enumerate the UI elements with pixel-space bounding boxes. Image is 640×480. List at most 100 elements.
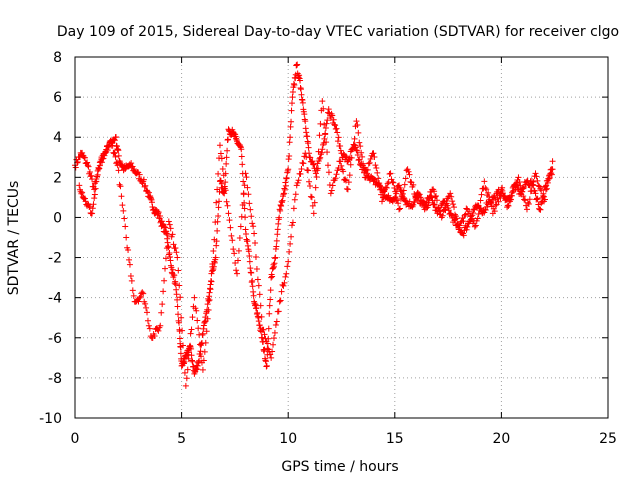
data-point-marker <box>371 177 378 184</box>
data-point-marker <box>320 105 327 112</box>
data-point-marker <box>540 193 547 200</box>
data-point-marker <box>360 160 367 167</box>
data-point-marker <box>309 202 316 209</box>
data-point-marker <box>161 223 168 230</box>
data-point-marker <box>162 255 169 262</box>
data-point-marker <box>542 186 549 193</box>
chart-title: Day 109 of 2015, Sidereal Day-to-day VTE… <box>57 24 619 40</box>
data-point-marker <box>508 192 515 199</box>
data-point-marker <box>273 237 280 244</box>
data-point-marker <box>135 298 142 305</box>
data-point-marker <box>318 149 325 156</box>
data-point-marker <box>348 154 355 161</box>
data-point-marker <box>263 362 270 369</box>
data-point-marker <box>501 193 508 200</box>
data-point-marker <box>530 178 537 185</box>
data-point-marker <box>310 210 317 217</box>
data-point-marker <box>326 181 333 188</box>
data-point-marker <box>108 138 115 145</box>
data-point-marker <box>130 292 137 299</box>
data-point-marker <box>272 322 279 329</box>
data-point-marker <box>298 165 305 172</box>
data-point-marker <box>365 160 372 167</box>
data-point-marker <box>263 338 270 345</box>
data-point-marker <box>136 171 143 178</box>
data-point-marker <box>145 189 152 196</box>
data-point-marker <box>399 190 406 197</box>
data-point-marker <box>125 246 132 253</box>
data-point-marker <box>159 301 166 308</box>
data-point-marker <box>167 257 174 264</box>
data-point-marker <box>387 170 394 177</box>
data-point-marker <box>521 196 528 203</box>
data-point-marker <box>396 182 403 189</box>
data-point-marker <box>201 348 208 355</box>
data-point-marker <box>261 331 268 338</box>
data-point-marker <box>537 185 544 192</box>
data-point-marker <box>167 225 174 232</box>
data-point-marker <box>195 325 202 332</box>
data-point-marker <box>513 179 520 186</box>
data-point-marker <box>76 182 83 189</box>
data-point-marker <box>380 187 387 194</box>
data-point-marker <box>189 358 196 365</box>
data-point-marker <box>137 293 144 300</box>
data-point-marker <box>350 144 357 151</box>
data-point-marker <box>174 296 181 303</box>
data-point-marker <box>155 209 162 216</box>
data-point-marker <box>306 182 313 189</box>
data-point-marker <box>248 213 255 220</box>
data-point-marker <box>226 217 233 224</box>
data-point-marker <box>451 211 458 218</box>
data-point-marker <box>273 318 280 325</box>
data-point-marker <box>433 197 440 204</box>
data-point-marker <box>340 168 347 175</box>
data-point-marker <box>517 182 524 189</box>
data-point-marker <box>426 194 433 201</box>
data-point-marker <box>187 330 194 337</box>
data-point-marker <box>238 213 245 220</box>
data-point-marker <box>114 162 121 169</box>
data-point-marker <box>179 327 186 334</box>
data-point-marker <box>209 260 216 267</box>
data-point-marker <box>295 177 302 184</box>
data-point-marker <box>337 143 344 150</box>
data-point-marker <box>330 116 337 123</box>
data-point-marker <box>267 287 274 294</box>
data-point-marker <box>319 98 326 105</box>
data-point-marker <box>534 177 541 184</box>
data-point-marker <box>253 304 260 311</box>
data-point-marker <box>238 146 245 153</box>
data-point-marker <box>300 160 307 167</box>
y-axis-title: SDTVAR / TECUs <box>6 181 22 296</box>
data-point-marker <box>356 139 363 146</box>
data-point-marker <box>303 153 310 160</box>
data-point-marker <box>544 179 551 186</box>
data-point-marker <box>234 257 241 264</box>
data-point-marker <box>431 201 438 208</box>
data-point-marker <box>144 188 151 195</box>
data-point-marker <box>269 348 276 355</box>
data-point-marker <box>95 166 102 173</box>
data-point-marker <box>281 279 288 286</box>
data-point-marker <box>86 203 93 210</box>
data-point-marker <box>362 174 369 181</box>
data-point-marker <box>117 183 124 190</box>
data-point-marker <box>392 188 399 195</box>
data-point-marker <box>385 192 392 199</box>
data-point-marker <box>198 353 205 360</box>
data-point-marker <box>250 223 257 230</box>
data-point-marker <box>237 223 244 230</box>
data-point-marker <box>374 169 381 176</box>
data-point-marker <box>104 147 111 154</box>
data-point-marker <box>294 61 301 68</box>
data-point-marker <box>212 219 219 226</box>
data-point-marker <box>475 210 482 217</box>
data-point-marker <box>121 166 128 173</box>
data-point-marker <box>287 240 294 247</box>
data-point-marker <box>161 277 168 284</box>
data-point-marker <box>123 234 130 241</box>
data-point-marker <box>228 232 235 239</box>
